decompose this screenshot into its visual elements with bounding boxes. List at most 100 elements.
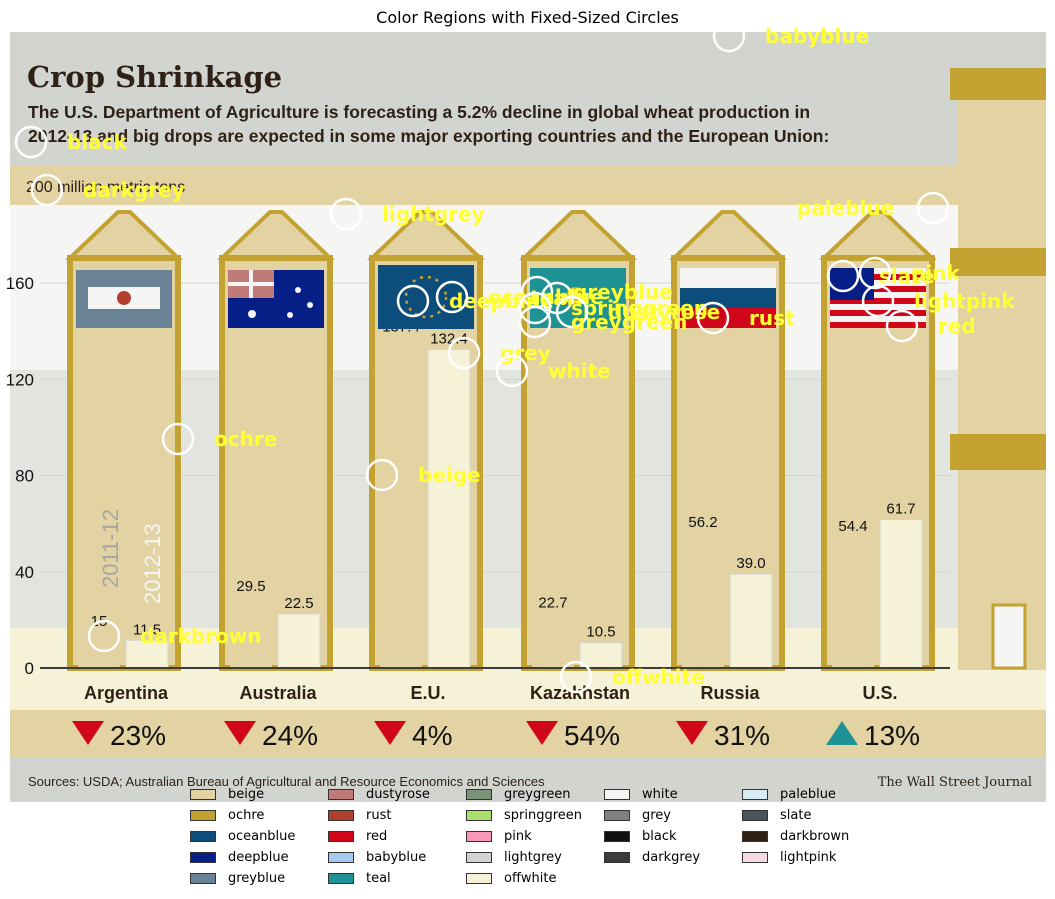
value-label: 132.4 xyxy=(430,330,468,347)
figure-title: Color Regions with Fixed-Sized Circles xyxy=(376,8,679,27)
value-label: 39.0 xyxy=(736,555,765,572)
y-tick-label: 80 xyxy=(15,467,34,486)
legend-label: springgreen xyxy=(504,808,583,823)
legend-swatch xyxy=(190,873,216,884)
legend-column: greygreen springgreen pink lightgrey offwhit… xyxy=(466,784,582,889)
us-flag xyxy=(830,268,926,328)
y-axis-ticks: 0 40 80 120 160 xyxy=(6,274,34,678)
legend-swatch xyxy=(190,810,216,821)
annotation-circle xyxy=(518,291,552,325)
legend-label: dustyrose xyxy=(366,787,430,802)
change-indicator: 23% xyxy=(72,720,166,751)
bar-2012-13 xyxy=(729,573,773,669)
legend-label: grey xyxy=(642,808,672,823)
annotation-circle xyxy=(559,660,593,694)
annotation-circle xyxy=(885,309,919,343)
bar-2012-13 xyxy=(879,519,923,669)
annotation-circle xyxy=(396,284,430,318)
annotation-circle xyxy=(329,197,363,231)
annotation-rust: rust xyxy=(696,301,795,335)
down-arrow-icon xyxy=(72,721,104,745)
value-label: 61.7 xyxy=(886,501,915,518)
legend-swatch xyxy=(466,852,492,863)
legend-column: paleblue slate darkbrown lightpink xyxy=(742,784,849,868)
legend-column: beige ochre oceanblue deepblue greyblue xyxy=(190,784,295,889)
legend-item-paleblue: paleblue xyxy=(742,784,849,805)
change-text: 24% xyxy=(262,720,318,751)
legend-label: beige xyxy=(228,787,265,802)
side-silo-roof xyxy=(950,68,1046,100)
value-label: 56.2 xyxy=(688,514,717,531)
side-silo xyxy=(958,95,1046,670)
annotation-label: dustyrose xyxy=(608,300,720,324)
value-label: 22.7 xyxy=(538,594,567,611)
bar-2012-13 xyxy=(427,348,471,669)
annotation-circle xyxy=(495,354,529,388)
legend-label: greygreen xyxy=(504,787,571,802)
side-silo-door xyxy=(991,603,1027,670)
annotation-label: greyblue xyxy=(573,280,673,304)
publisher-text: The Wall Street Journal xyxy=(878,775,1032,790)
annotation-paleblue: paleblue xyxy=(797,191,950,225)
source-band xyxy=(10,758,1046,802)
legend-swatch xyxy=(604,831,630,842)
annotation-springgreen: springgreen xyxy=(518,291,708,325)
legend-label: lightgrey xyxy=(504,850,562,865)
value-label: 29.5 xyxy=(236,578,265,595)
category-band xyxy=(10,670,1046,710)
annotation-pink: pink xyxy=(858,256,960,290)
category-label: Australia xyxy=(239,683,317,703)
legend-column: white grey black darkgrey xyxy=(604,784,700,868)
annotation-label: beige xyxy=(418,463,481,487)
legend-item-oceanblue: oceanblue xyxy=(190,826,295,847)
legend: beige ochre oceanblue deepblue greyblue dusty… xyxy=(190,784,890,888)
category-label: U.S. xyxy=(862,683,897,703)
annotation-circle xyxy=(858,256,892,290)
legend-label: lightpink xyxy=(780,850,837,865)
legend-item-pink: pink xyxy=(466,826,582,847)
annotation-label: black xyxy=(67,130,128,154)
annotation-red: red xyxy=(885,309,976,343)
category-label: E.U. xyxy=(410,683,445,703)
legend-swatch xyxy=(466,873,492,884)
legend-label: deepblue xyxy=(228,850,289,865)
bar-2012-13 xyxy=(125,639,169,669)
bar-2012-13 xyxy=(277,613,321,669)
annotation-darkgrey: darkgrey xyxy=(30,173,185,207)
value-label: 22.5 xyxy=(284,595,313,612)
bars xyxy=(78,337,923,669)
change-indicator: 31% xyxy=(676,720,770,751)
legend-label: darkbrown xyxy=(780,829,850,844)
legend-item-grey: grey xyxy=(604,805,700,826)
annotation-label: pink xyxy=(911,261,960,285)
side-silo-band-2 xyxy=(950,434,1046,470)
year-label-2012: 2012-13 xyxy=(140,523,165,604)
annotation-circle xyxy=(826,259,860,293)
argentina-flag xyxy=(76,270,172,328)
annotation-beige: beige xyxy=(365,458,481,492)
change-text: 13% xyxy=(864,720,920,751)
legend-swatch xyxy=(190,852,216,863)
change-indicators: 23% 24% 4% 54% 31% 13% xyxy=(72,720,920,751)
annotation-circle xyxy=(916,191,950,225)
change-indicator: 13% xyxy=(826,720,920,751)
annotation-circle xyxy=(447,336,481,370)
legend-item-ochre: ochre xyxy=(190,805,295,826)
legend-label: rust xyxy=(366,808,392,823)
legend-swatch xyxy=(466,810,492,821)
legend-item-dustyrose: dustyrose xyxy=(328,784,430,805)
legend-item-darkgrey: darkgrey xyxy=(604,847,700,868)
annotation-greygreen: greygreen xyxy=(518,305,687,339)
annotation-label: babyblue xyxy=(765,24,869,48)
infographic-subtitle-1: The U.S. Department of Agriculture is fo… xyxy=(28,102,810,122)
y-tick-label: 160 xyxy=(6,274,34,293)
legend-item-offwhite: offwhite xyxy=(466,868,582,889)
down-arrow-icon xyxy=(676,721,708,745)
annotation-darkbrown: darkbrown xyxy=(87,619,262,653)
change-text: 23% xyxy=(110,720,166,751)
category-label: Kazakhstan xyxy=(530,683,630,703)
annotation-label: lightpink xyxy=(914,289,1015,313)
down-arrow-icon xyxy=(526,721,558,745)
